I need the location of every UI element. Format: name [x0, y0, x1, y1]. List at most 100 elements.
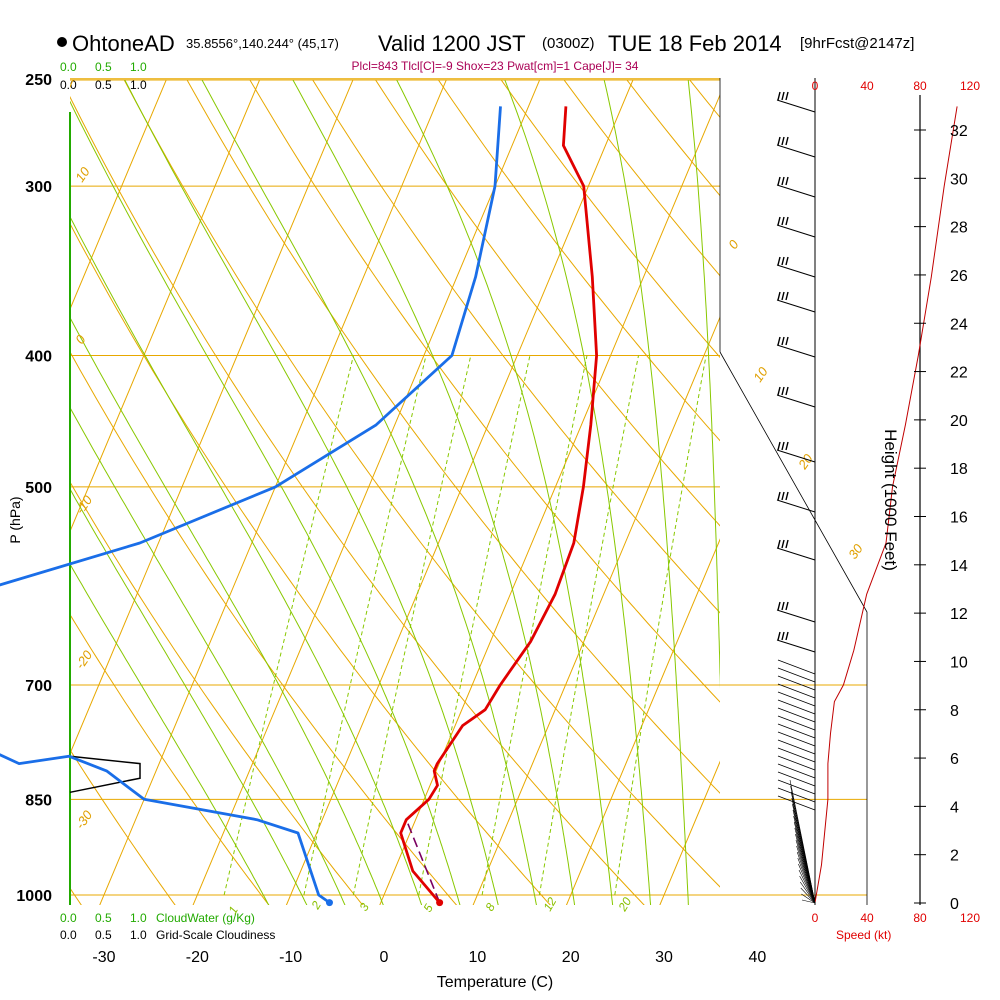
height-tick-label: 18	[950, 461, 968, 478]
mixing-ratio-label: 12	[540, 895, 559, 914]
speed-tick-top-1: 40	[860, 79, 874, 93]
wind-barb-flag	[785, 91, 789, 101]
y-tick-label: 850	[25, 792, 52, 809]
wind-barb-flag	[785, 386, 789, 396]
wind-barb	[777, 691, 816, 707]
dry-adiabat-line	[70, 96, 645, 905]
isotherm-label: -10	[72, 492, 96, 517]
mixing-ratio-label: 20	[615, 895, 634, 915]
dry-adiabat-line	[70, 481, 364, 905]
speed-tick-bot-3: 120	[960, 911, 980, 925]
moist-adiabat-line	[124, 80, 499, 905]
wind-barb	[776, 547, 816, 561]
mixing-ratio-line	[538, 355, 639, 896]
station-name: OhtoneAD	[72, 31, 175, 56]
speed-tick-top-2: 80	[913, 79, 927, 93]
wind-barb	[776, 144, 816, 158]
height-tick-label: 0	[950, 896, 959, 913]
mixing-ratio-line	[303, 355, 427, 896]
cloudwater-label: CloudWater (g/Kg)	[156, 911, 255, 925]
height-tick-label: 22	[950, 365, 968, 382]
cw-tick-top-0: 0.0	[60, 60, 77, 74]
isotherm-line	[285, 80, 634, 905]
wind-barb	[776, 499, 816, 513]
dry-adiabat-line	[70, 748, 176, 905]
speed-label: Speed (kt)	[836, 928, 891, 942]
wind-barb-flag	[785, 491, 789, 501]
wind-barb-flag	[777, 539, 781, 549]
moist-adiabat-line	[70, 316, 384, 905]
wind-barb	[776, 609, 816, 623]
dewpoint-curve	[0, 106, 502, 904]
wind-barb-flag	[777, 336, 781, 346]
valid-utc: (0300Z)	[542, 35, 595, 52]
stability-params: Plcl=843 Tlcl[C]=-9 Shox=23 Pwat[cm]=1 C…	[352, 59, 639, 73]
dry-adiabat-line	[249, 80, 720, 703]
wind-barb	[777, 699, 816, 715]
height-tick-label: 20	[950, 413, 968, 430]
mixing-ratio-line	[481, 355, 588, 896]
wind-barb-flag	[785, 441, 789, 451]
wind-barb	[800, 887, 816, 904]
wind-barb-flag	[785, 291, 789, 301]
wind-barb	[799, 875, 816, 904]
wind-barb-flag	[777, 491, 781, 501]
wind-barb	[776, 264, 816, 278]
wind-barb	[777, 739, 816, 755]
dry-adiabat-line	[186, 80, 720, 794]
isotherm-line	[659, 760, 720, 905]
wind-barb-flag	[781, 336, 785, 346]
isotherm-label: 10	[750, 364, 771, 385]
cloud-scale-top: 0.0 0.5 1.0 0.0 0.5 1.0	[60, 60, 147, 92]
parcel-curve	[405, 819, 441, 903]
isobar-lines	[70, 78, 867, 896]
height-tick-label: 12	[950, 606, 968, 623]
wind-barb-flag	[781, 441, 785, 451]
wind-barb-flag	[785, 176, 789, 186]
isotherm-line	[192, 80, 541, 905]
wind-barb	[798, 863, 816, 904]
wind-barb-flag	[777, 386, 781, 396]
moist-adiabat-line	[70, 100, 461, 905]
wind-barb-flag	[781, 176, 785, 186]
wind-barb	[776, 224, 816, 238]
y-tick-label: 700	[25, 678, 52, 695]
speed-tick-bot-1: 40	[860, 911, 874, 925]
wind-barb-flag	[781, 216, 785, 226]
isotherm-line	[70, 80, 167, 311]
cw-tick-top-1: 0.5	[95, 60, 112, 74]
isotherm-line	[70, 80, 354, 755]
isotherm-line	[932, 79, 1000, 924]
x-tick-label: -30	[92, 949, 115, 966]
cloudiness-profile	[69, 755, 141, 794]
cloud-scale-bottom: 0.0 0.5 1.0 CloudWater (g/Kg) 0.0 0.5 1.…	[60, 911, 275, 942]
wind-barb	[801, 893, 816, 904]
valid-date: TUE 18 Feb 2014	[608, 31, 782, 56]
speed-tick-top-0: 0	[812, 79, 819, 93]
height-tick-label: 26	[950, 268, 968, 285]
wind-barb-flag	[777, 256, 781, 266]
wind-barb	[777, 715, 816, 731]
mixing-ratio-line	[223, 355, 354, 896]
cl-tick-bot-0: 0.0	[60, 928, 77, 942]
wind-barb	[776, 299, 816, 313]
isotherm-line	[745, 79, 1000, 924]
x-tick-label: 20	[562, 949, 580, 966]
wind-barb	[777, 731, 816, 747]
height-tick-label: 28	[950, 220, 968, 237]
x-tick-label: 40	[749, 949, 767, 966]
x-tick-label: 0	[380, 949, 389, 966]
isotherm-label: 30	[845, 541, 866, 562]
station-coords: 35.8556°,140.244° (45,17)	[186, 36, 339, 51]
dry-adiabat-line	[752, 79, 1000, 924]
isotherm-label: -30	[72, 807, 96, 832]
wind-barb-flag	[785, 631, 789, 641]
cw-tick-bot-1: 0.5	[95, 911, 112, 925]
wind-barb-flag	[781, 631, 785, 641]
wind-barb-flag	[781, 136, 785, 146]
wind-barb	[776, 449, 816, 463]
wind-barb	[777, 787, 816, 803]
wind-barb	[777, 659, 816, 675]
